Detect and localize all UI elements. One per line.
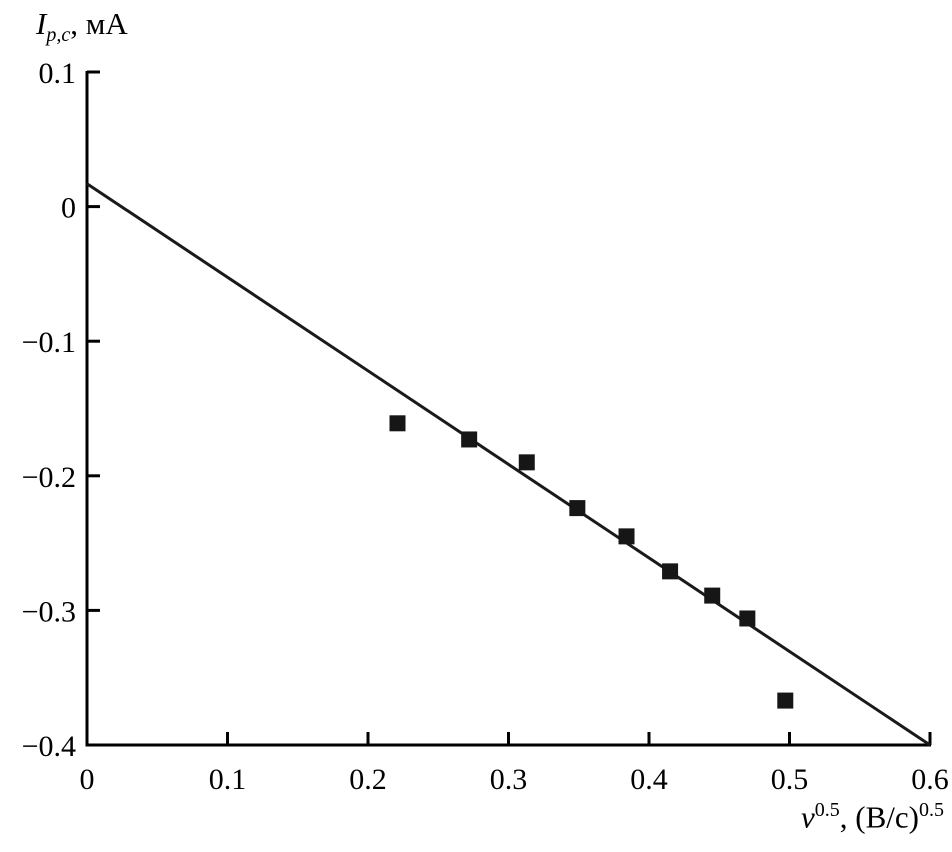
data-point <box>618 528 635 545</box>
y-axis-symbol: I <box>36 6 47 41</box>
y-axis-subscript: p,c <box>46 24 71 47</box>
y-tick-label: −0.2 <box>22 461 76 494</box>
y-tick-label: −0.4 <box>22 730 76 763</box>
data-point <box>461 431 478 448</box>
y-tick-label: −0.1 <box>22 326 76 359</box>
x-tick-label: 0.6 <box>911 763 949 796</box>
y-axis-label: Ip,c, мА <box>36 8 128 45</box>
y-tick-label: 0.1 <box>39 57 77 90</box>
data-point <box>662 563 679 580</box>
x-tick-label: 0.2 <box>349 763 387 796</box>
x-axis-symbol: ν <box>801 799 815 835</box>
x-axis-label: ν0.5, (В/с)0.5 <box>801 800 944 832</box>
x-tick-label: 0.4 <box>630 763 668 796</box>
data-point <box>704 587 721 604</box>
data-point <box>777 692 794 709</box>
x-axis-unit-exponent: 0.5 <box>919 799 944 821</box>
data-point <box>518 454 535 471</box>
x-tick-label: 0.1 <box>209 763 247 796</box>
x-tick-label: 0.3 <box>490 763 528 796</box>
data-point <box>739 610 756 627</box>
y-axis-unit: , мА <box>70 6 128 41</box>
x-tick-label: 0 <box>80 763 95 796</box>
y-tick-label: −0.3 <box>22 595 76 628</box>
x-axis-unit: , (В/с) <box>839 799 919 835</box>
y-tick-label: 0 <box>61 192 76 225</box>
fit-line <box>86 182 931 747</box>
x-axis-exponent: 0.5 <box>814 799 840 821</box>
data-point <box>389 415 406 432</box>
data-point <box>569 500 586 517</box>
x-tick-label: 0.5 <box>771 763 809 796</box>
